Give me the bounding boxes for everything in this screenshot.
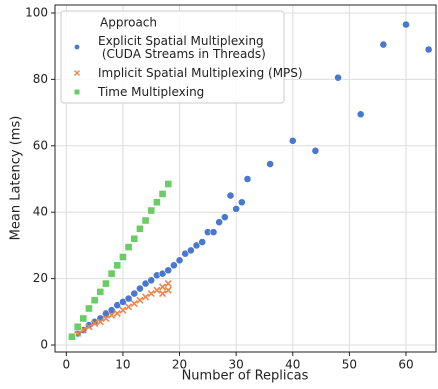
y-tick-label: 60 (33, 138, 48, 152)
x-tick-label: 10 (115, 358, 130, 372)
point (311, 146, 320, 155)
y-tick-label: 80 (33, 72, 48, 86)
x-tick-label: 60 (398, 358, 413, 372)
point (142, 293, 150, 301)
legend-marker (74, 70, 80, 76)
x-tick-label: 0 (63, 358, 71, 372)
point (119, 253, 127, 261)
point (108, 311, 116, 319)
point (107, 306, 116, 315)
point (266, 160, 275, 168)
point (130, 289, 139, 298)
point (90, 317, 99, 326)
point (158, 283, 167, 291)
y-tick-label: 0 (40, 338, 48, 352)
point (198, 238, 207, 246)
point (147, 206, 156, 215)
point (158, 269, 167, 278)
point (90, 296, 99, 305)
y-tick-label: 100 (25, 5, 48, 19)
point (232, 204, 241, 213)
point (288, 136, 297, 145)
point (153, 198, 161, 207)
point (130, 234, 139, 243)
y-axis-label: Mean Latency (ms) (9, 116, 24, 241)
legend-marker (74, 89, 80, 95)
point (164, 286, 172, 294)
point (226, 191, 235, 200)
legend-marker (74, 44, 80, 50)
point (220, 213, 229, 222)
point (96, 318, 104, 326)
point (85, 304, 93, 313)
point (91, 319, 99, 328)
point (130, 299, 138, 308)
point (164, 280, 172, 288)
point (124, 294, 133, 303)
point (181, 249, 190, 258)
point (113, 301, 122, 310)
legend-frame (60, 10, 285, 104)
x-axis-label: Number of Replicas (182, 369, 309, 384)
point (141, 216, 150, 225)
x-tick-label: 30 (229, 358, 244, 372)
legend-title: Approach (100, 16, 157, 30)
x-tick-label: 50 (342, 358, 357, 372)
point (237, 198, 246, 207)
point (73, 322, 82, 331)
point (186, 246, 195, 255)
legend-label-line: Explicit Spatial Multiplexing (98, 34, 264, 48)
point (356, 110, 365, 119)
point (119, 297, 127, 306)
legend-label: Time Multiplexing (97, 85, 204, 99)
point (158, 289, 167, 298)
point (147, 289, 155, 298)
point (153, 286, 161, 294)
point (107, 269, 116, 278)
point (96, 287, 105, 296)
point (102, 314, 110, 323)
point (136, 296, 144, 304)
point (124, 243, 133, 251)
point (102, 279, 110, 288)
point (136, 284, 144, 293)
legend-label: Implicit Spatial Multiplexing (MPS) (98, 66, 303, 80)
point (113, 309, 121, 318)
point (158, 190, 167, 198)
point (125, 303, 133, 311)
point (379, 40, 388, 49)
point (68, 332, 76, 341)
point (169, 261, 178, 270)
point (164, 180, 173, 188)
legend-label-line: Implicit Spatial Multiplexing (MPS) (98, 66, 303, 80)
point (192, 241, 201, 250)
point (215, 218, 224, 227)
x-tick-label: 20 (172, 358, 187, 372)
y-tick-label: 20 (33, 271, 48, 285)
point (141, 279, 150, 288)
legend-label-line: (CUDA Streams in Threads) (98, 47, 266, 61)
point (402, 20, 410, 29)
legend-label-line: Time Multiplexing (97, 85, 204, 99)
legend-label: Explicit Spatial Multiplexing (CUDA Stre… (98, 34, 266, 61)
point (334, 73, 342, 82)
point (79, 314, 88, 323)
point (119, 306, 127, 314)
point (209, 228, 218, 237)
point (113, 261, 122, 270)
x-tick-label: 40 (285, 358, 300, 372)
point (136, 224, 144, 233)
point (147, 276, 156, 285)
point (175, 256, 184, 265)
point (243, 175, 252, 183)
point (424, 45, 433, 54)
point (164, 266, 173, 275)
legend: Approach Explicit Spatial Multiplexing (C… (60, 10, 303, 104)
plot-frame (54, 4, 437, 353)
point (85, 323, 93, 331)
y-tick-label: 40 (33, 205, 48, 219)
